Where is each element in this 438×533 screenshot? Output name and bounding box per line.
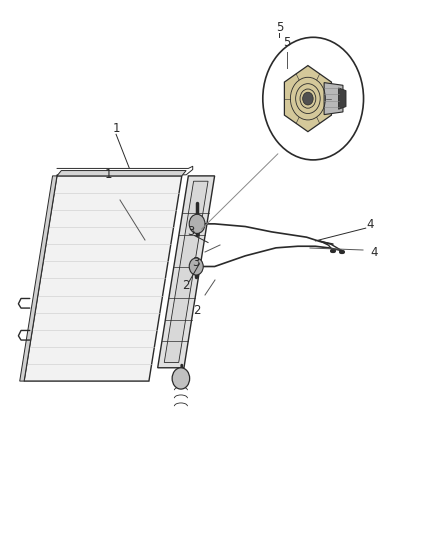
Polygon shape	[324, 83, 343, 115]
Circle shape	[189, 214, 205, 233]
Polygon shape	[339, 88, 346, 109]
Text: 5: 5	[283, 36, 291, 49]
Text: 2: 2	[193, 303, 201, 317]
Text: 4: 4	[370, 246, 378, 259]
Text: 4: 4	[366, 219, 374, 231]
Circle shape	[172, 368, 190, 389]
Text: 1: 1	[112, 123, 120, 135]
Polygon shape	[284, 66, 332, 132]
Text: 1: 1	[104, 168, 112, 182]
Text: 3: 3	[192, 255, 200, 269]
Circle shape	[303, 92, 313, 105]
Circle shape	[263, 37, 364, 160]
Text: 3: 3	[187, 225, 194, 238]
Text: 2: 2	[182, 279, 190, 292]
Polygon shape	[158, 176, 215, 368]
Circle shape	[189, 258, 203, 275]
Polygon shape	[164, 181, 208, 362]
Polygon shape	[24, 176, 182, 381]
Text: 5: 5	[276, 21, 283, 34]
Polygon shape	[20, 176, 57, 381]
Polygon shape	[57, 171, 186, 176]
